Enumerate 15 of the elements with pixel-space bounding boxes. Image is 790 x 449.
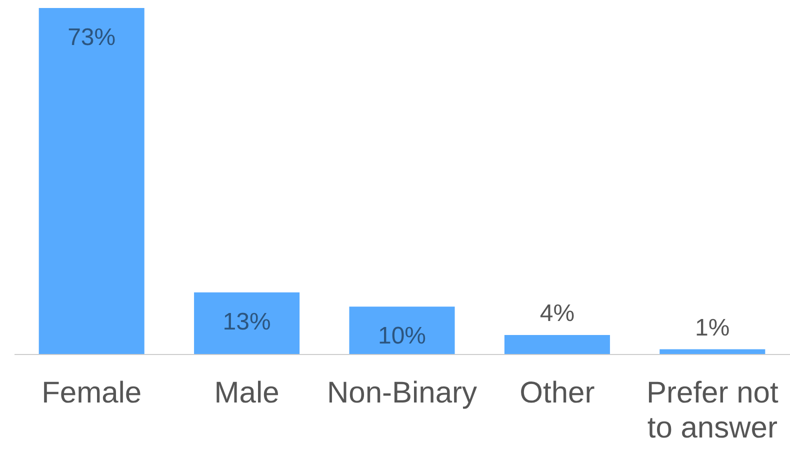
bar xyxy=(349,306,455,354)
data-label: 73% xyxy=(68,24,116,51)
bar xyxy=(38,8,144,354)
x-tick-label: Male xyxy=(214,376,280,410)
x-tick-label: Other xyxy=(520,376,595,410)
x-tick-label: Female xyxy=(42,376,142,410)
data-label: 1% xyxy=(695,314,730,342)
bar xyxy=(194,292,300,354)
data-label: 10% xyxy=(378,322,426,350)
bar xyxy=(660,349,766,354)
data-label: 13% xyxy=(222,308,271,336)
x-tick-label: Non-Binary xyxy=(326,376,478,410)
x-tick-label: Prefer not to answer xyxy=(646,376,779,444)
data-label: 4% xyxy=(540,300,575,328)
bar xyxy=(504,335,610,354)
